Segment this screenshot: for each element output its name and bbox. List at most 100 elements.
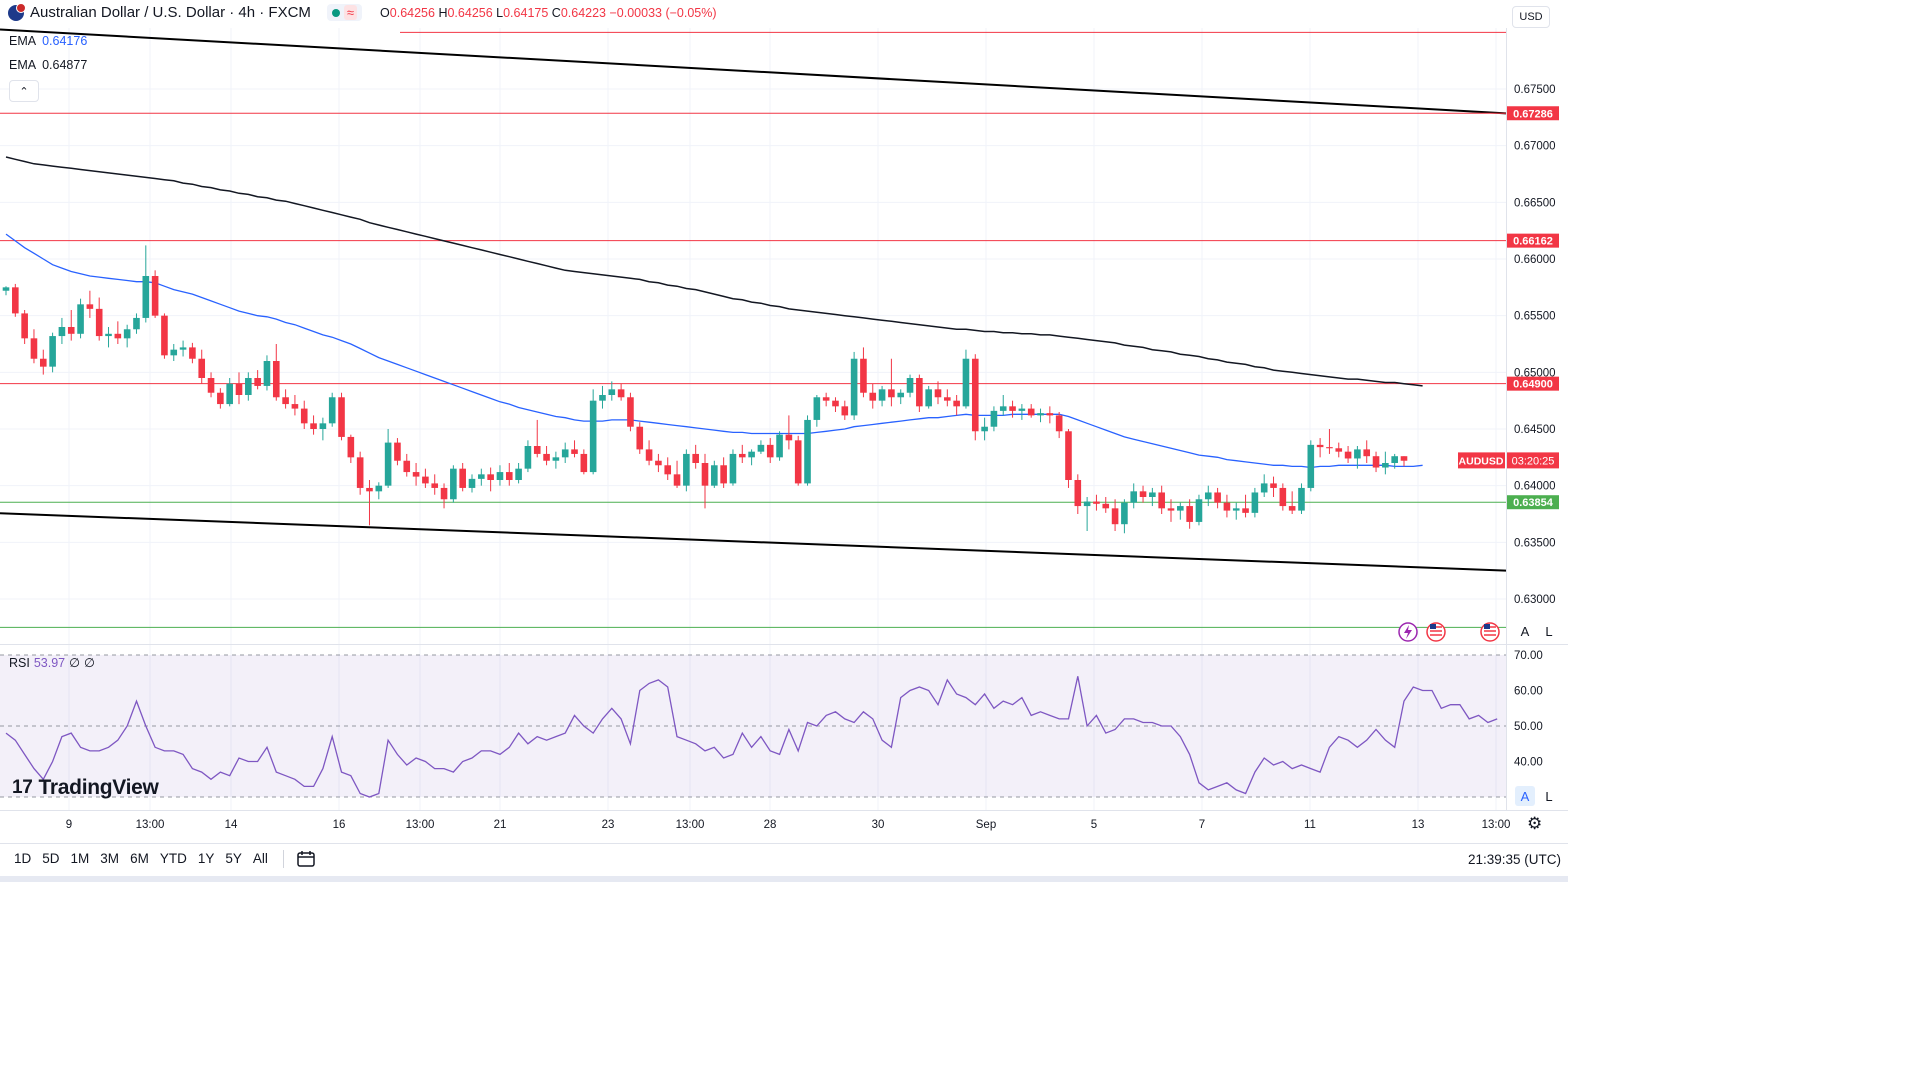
price-axis[interactable]: 0.63000 0.63500 0.64000 0.64500 0.65000 0.655… (1458, 84, 1559, 606)
candle-body (291, 404, 299, 409)
rsi-tick-label: 60.00 (1514, 686, 1543, 698)
candle-body (272, 361, 280, 398)
candle-body (850, 358, 858, 416)
candle-body (263, 361, 271, 386)
candle-body (860, 358, 867, 393)
range-buttons: 1D 5D 1M 3M 6M YTD 1Y 5Y All (14, 851, 268, 866)
event-icons[interactable] (1398, 622, 1500, 642)
wave-icon: ≈ (343, 5, 358, 20)
bottom-toolbar: 1D 5D 1M 3M 6M YTD 1Y 5Y All 21:39:35 (U… (0, 843, 1568, 874)
settings-icon[interactable]: ⚙ (1527, 814, 1543, 833)
rsi-auto-scale-button[interactable]: A (1515, 786, 1535, 806)
chevron-up-icon: ⌃ (19, 85, 29, 98)
candle-body (822, 397, 830, 401)
candle-body (608, 389, 616, 395)
candle-body (1055, 415, 1063, 432)
range-1y[interactable]: 1Y (197, 851, 215, 866)
rsi-tick-label: 40.00 (1514, 757, 1543, 769)
candle-body (468, 478, 476, 488)
candles (2, 245, 1408, 534)
time-tick-label: 13:00 (1482, 819, 1511, 831)
candle-body (869, 392, 877, 401)
ema-legend-slow[interactable]: EMA 0.64877 (9, 58, 88, 72)
candle-body (1260, 483, 1268, 493)
candle-body (804, 419, 811, 484)
candle-body (123, 329, 131, 339)
range-5d[interactable]: 5D (42, 851, 60, 866)
candle-body (692, 453, 699, 463)
time-tick-label: 5 (1091, 819, 1097, 831)
candle-body (925, 389, 932, 407)
candle-body (1065, 431, 1072, 480)
rsi-guides (0, 654, 1506, 798)
range-1d[interactable]: 1D (14, 851, 32, 866)
time-tick-label: 23 (602, 819, 615, 831)
candle-body (198, 358, 206, 378)
candle-body (394, 442, 401, 461)
range-6m[interactable]: 6M (130, 851, 149, 866)
range-ytd[interactable]: YTD (159, 851, 187, 866)
time-tick-label: 14 (225, 819, 238, 831)
candle-body (617, 389, 625, 398)
level-price-tag (1507, 376, 1559, 391)
candle-body (981, 426, 988, 432)
range-5y[interactable]: 5Y (225, 851, 242, 866)
symbol-title[interactable]: Australian Dollar / U.S. Dollar · 4h · F… (30, 4, 311, 21)
candle-body (207, 378, 215, 393)
candle-body (757, 444, 765, 452)
rsi-tick-label: 70.00 (1514, 650, 1543, 662)
range-3m[interactable]: 3M (100, 851, 120, 866)
market-status[interactable]: ≈ (326, 4, 363, 21)
ema-legend-fast[interactable]: EMA 0.64176 (9, 34, 88, 48)
rsi-log-scale-button[interactable]: L (1545, 788, 1553, 804)
candle-body (217, 392, 224, 405)
price-chart[interactable]: 0.63000 0.63500 0.64000 0.64500 0.65000 0.655… (0, 0, 1568, 843)
candle-body (1046, 413, 1054, 416)
candle-body (552, 457, 560, 461)
price-tick-label: 0.63500 (1514, 537, 1556, 549)
calendar-icon[interactable] (296, 849, 316, 869)
candle-body (971, 358, 979, 432)
auto-scale-button[interactable]: A (1520, 623, 1530, 639)
time-tick-label: 13:00 (406, 819, 435, 831)
range-all[interactable]: All (252, 851, 268, 866)
candle-body (1102, 503, 1110, 509)
range-1m[interactable]: 1M (70, 851, 90, 866)
currency-button[interactable]: USD (1512, 6, 1550, 28)
candle-body (375, 485, 383, 492)
collapse-legend-button[interactable]: ⌃ (9, 80, 39, 102)
time-axis[interactable]: 9 13:00 14 16 13:00 21 23 13:00 28 30 Sep 5 7 11 13 13:… (66, 819, 1511, 831)
rsi-legend[interactable]: RSI 53.97 ∅ ∅ (9, 656, 95, 670)
ema-lines (5, 156, 1423, 469)
candle-body (282, 397, 289, 405)
candle-body (356, 457, 364, 488)
rsi-axis: 70.00 60.00 50.00 40.00 (1514, 650, 1543, 769)
candle-body (189, 347, 196, 359)
candle-body (328, 397, 336, 424)
candle-body (1400, 456, 1408, 461)
candle-body (645, 449, 653, 461)
price-tick-label: 0.65500 (1514, 311, 1556, 323)
level-price-label: 0.64900 (1513, 379, 1553, 391)
candle-body (105, 333, 112, 337)
ohlc-values: O0.64256 H0.64256 L0.64175 C0.64223 −0.0… (380, 5, 717, 20)
candle-body (1391, 456, 1398, 463)
candle-body (515, 468, 522, 480)
log-scale-button[interactable]: L (1545, 623, 1553, 639)
candle-body (459, 468, 466, 488)
price-tick-label: 0.65000 (1514, 367, 1556, 379)
level-price-tag (1507, 233, 1559, 248)
candle-body (1027, 408, 1035, 416)
candle-body (990, 410, 998, 427)
candle-body (254, 378, 261, 386)
candle-body (580, 453, 588, 473)
candle-body (440, 487, 448, 500)
upper-trendline (0, 28, 1507, 115)
candle-body (347, 436, 355, 458)
candle-body (897, 392, 905, 398)
utc-clock[interactable]: 21:39:35 (UTC) (1467, 852, 1561, 867)
rsi-tick-label: 50.00 (1514, 721, 1543, 733)
candle-body (813, 397, 821, 420)
candle-body (496, 472, 504, 480)
candle-body (58, 327, 66, 337)
